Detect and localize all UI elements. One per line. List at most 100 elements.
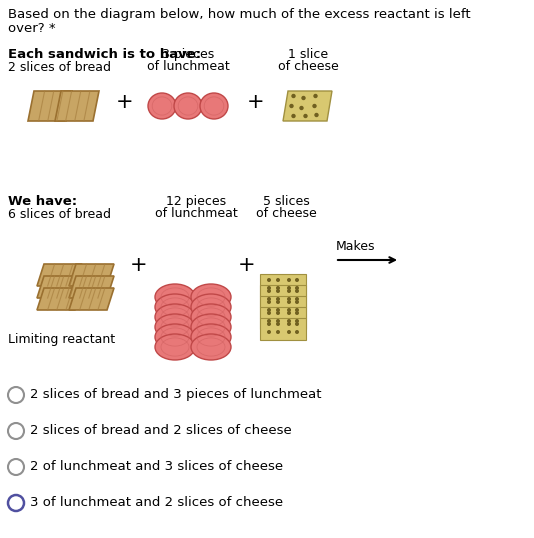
Ellipse shape <box>174 93 202 119</box>
Circle shape <box>287 286 291 290</box>
Text: 2 of lunchmeat and 3 slices of cheese: 2 of lunchmeat and 3 slices of cheese <box>30 460 283 473</box>
Circle shape <box>295 278 299 282</box>
Circle shape <box>295 300 299 304</box>
Ellipse shape <box>155 314 195 340</box>
Ellipse shape <box>155 294 195 320</box>
Circle shape <box>267 300 271 304</box>
Text: of cheese: of cheese <box>278 60 339 73</box>
Text: 3 pieces: 3 pieces <box>162 48 214 61</box>
Text: 5 slices: 5 slices <box>263 195 309 208</box>
Circle shape <box>276 322 280 326</box>
Text: over? *: over? * <box>8 22 56 35</box>
Circle shape <box>276 289 280 293</box>
Ellipse shape <box>191 334 231 360</box>
Circle shape <box>315 113 319 117</box>
Circle shape <box>287 319 291 323</box>
Text: 6 slices of bread: 6 slices of bread <box>8 208 111 221</box>
Ellipse shape <box>191 304 231 330</box>
Ellipse shape <box>191 284 231 310</box>
Text: 2 slices of bread and 2 slices of cheese: 2 slices of bread and 2 slices of cheese <box>30 424 292 437</box>
Circle shape <box>287 322 291 326</box>
Circle shape <box>267 311 271 315</box>
Ellipse shape <box>191 294 231 320</box>
Circle shape <box>276 311 280 315</box>
Text: Based on the diagram below, how much of the excess reactant is left: Based on the diagram below, how much of … <box>8 8 470 21</box>
FancyBboxPatch shape <box>260 307 306 329</box>
Text: 1 slice: 1 slice <box>288 48 328 61</box>
Circle shape <box>276 319 280 323</box>
Circle shape <box>267 308 271 312</box>
Circle shape <box>287 297 291 301</box>
Polygon shape <box>37 264 82 286</box>
Circle shape <box>295 319 299 323</box>
Text: of lunchmeat: of lunchmeat <box>155 207 238 220</box>
Circle shape <box>276 278 280 282</box>
Text: Makes: Makes <box>336 240 375 253</box>
Circle shape <box>301 96 305 100</box>
Circle shape <box>295 286 299 290</box>
Text: of cheese: of cheese <box>256 207 316 220</box>
Text: of lunchmeat: of lunchmeat <box>147 60 230 73</box>
Circle shape <box>295 308 299 312</box>
Circle shape <box>295 289 299 293</box>
Text: +: + <box>238 255 256 275</box>
Circle shape <box>313 94 318 98</box>
Circle shape <box>267 289 271 293</box>
Ellipse shape <box>200 93 228 119</box>
Polygon shape <box>37 288 82 310</box>
Circle shape <box>287 289 291 293</box>
Ellipse shape <box>191 314 231 340</box>
Circle shape <box>295 322 299 326</box>
Text: 12 pieces: 12 pieces <box>166 195 226 208</box>
Text: +: + <box>247 92 265 112</box>
Circle shape <box>287 330 291 334</box>
Text: 2 slices of bread and 3 pieces of lunchmeat: 2 slices of bread and 3 pieces of lunchm… <box>30 388 321 401</box>
Circle shape <box>287 278 291 282</box>
Circle shape <box>267 330 271 334</box>
Circle shape <box>292 114 296 118</box>
Circle shape <box>289 104 294 108</box>
Circle shape <box>303 114 308 118</box>
Ellipse shape <box>155 284 195 310</box>
Circle shape <box>267 322 271 326</box>
Polygon shape <box>69 276 114 298</box>
FancyBboxPatch shape <box>260 318 306 340</box>
Circle shape <box>267 286 271 290</box>
Ellipse shape <box>155 334 195 360</box>
Circle shape <box>276 308 280 312</box>
Polygon shape <box>28 91 72 121</box>
FancyBboxPatch shape <box>260 296 306 318</box>
Text: We have:: We have: <box>8 195 77 208</box>
Circle shape <box>276 286 280 290</box>
Text: 2 slices of bread: 2 slices of bread <box>8 61 111 74</box>
Circle shape <box>276 330 280 334</box>
Circle shape <box>276 300 280 304</box>
Circle shape <box>287 311 291 315</box>
Polygon shape <box>283 91 332 121</box>
Circle shape <box>287 300 291 304</box>
Circle shape <box>295 330 299 334</box>
Text: +: + <box>130 255 147 275</box>
Circle shape <box>287 308 291 312</box>
Text: 3 of lunchmeat and 2 slices of cheese: 3 of lunchmeat and 2 slices of cheese <box>30 496 283 509</box>
FancyBboxPatch shape <box>260 274 306 296</box>
Circle shape <box>295 297 299 301</box>
Circle shape <box>267 278 271 282</box>
Polygon shape <box>37 276 82 298</box>
Circle shape <box>292 94 296 98</box>
Circle shape <box>267 319 271 323</box>
Circle shape <box>267 297 271 301</box>
Ellipse shape <box>148 93 176 119</box>
Polygon shape <box>55 91 99 121</box>
Ellipse shape <box>191 324 231 350</box>
FancyBboxPatch shape <box>260 285 306 307</box>
Circle shape <box>299 106 304 110</box>
Circle shape <box>276 297 280 301</box>
Text: Limiting reactant: Limiting reactant <box>8 333 115 346</box>
Text: +: + <box>116 92 134 112</box>
Circle shape <box>312 104 317 108</box>
Circle shape <box>295 311 299 315</box>
Ellipse shape <box>155 304 195 330</box>
Polygon shape <box>69 288 114 310</box>
Ellipse shape <box>155 324 195 350</box>
